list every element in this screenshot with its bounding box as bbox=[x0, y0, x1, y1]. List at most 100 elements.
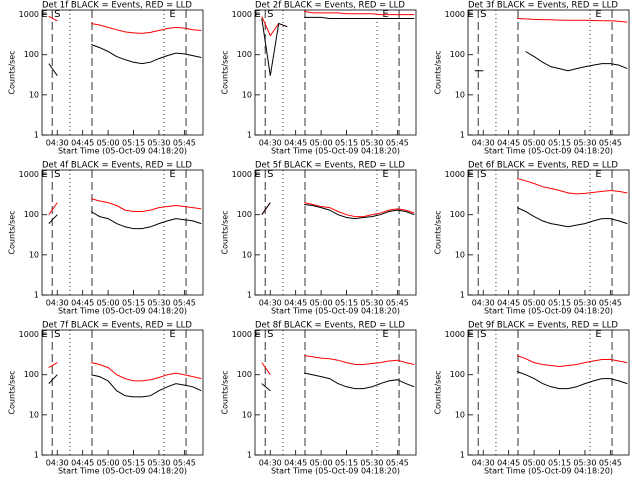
y-tick-label: 10 bbox=[29, 250, 39, 259]
series-line bbox=[261, 16, 415, 76]
annotation: E bbox=[382, 169, 388, 180]
y-tick-label: 1 bbox=[460, 451, 465, 460]
x-tick-label: 05:30 bbox=[573, 139, 596, 148]
chart-title: Det 1f BLACK = Events, RED = LLD bbox=[42, 1, 192, 11]
y-tick-label: 10 bbox=[29, 90, 39, 99]
plot-frame bbox=[254, 169, 417, 296]
x-tick-label: 05:45 bbox=[386, 299, 409, 308]
chart-title: Det 8f BLACK = Events, RED = LLD bbox=[255, 321, 405, 331]
series-line bbox=[516, 355, 628, 368]
x-tick-label: 05:30 bbox=[360, 299, 383, 308]
chart-title: Det 5f BLACK = Events, RED = LLD bbox=[255, 161, 405, 171]
annotation: S bbox=[267, 169, 273, 180]
x-tick-label: 05:00 bbox=[523, 299, 546, 308]
annotation: S bbox=[54, 9, 60, 20]
y-tick-label: 1000 bbox=[445, 170, 465, 179]
annotation: S bbox=[54, 329, 60, 340]
annotation: E bbox=[595, 9, 601, 20]
x-tick-label: 05:15 bbox=[335, 139, 358, 148]
y-tick-label: 10 bbox=[242, 250, 252, 259]
annotation: E bbox=[254, 9, 260, 20]
x-tick-label: 05:00 bbox=[310, 139, 333, 148]
x-tick-label: 05:45 bbox=[386, 139, 409, 148]
y-tick-label: 100 bbox=[24, 370, 39, 379]
annotation: S bbox=[480, 9, 486, 20]
plot-frame bbox=[254, 329, 417, 456]
annotation: S bbox=[480, 169, 486, 180]
y-tick-label: 100 bbox=[237, 210, 252, 219]
x-tick-label: 05:15 bbox=[548, 139, 571, 148]
y-tick-label: 10 bbox=[455, 250, 465, 259]
annotation: E bbox=[467, 169, 473, 180]
annotation: E bbox=[467, 9, 473, 20]
y-tick-label: 10 bbox=[242, 90, 252, 99]
y-tick-label: 10 bbox=[455, 90, 465, 99]
x-tick-label: 04:30 bbox=[472, 299, 495, 308]
x-tick-label: 05:00 bbox=[97, 459, 120, 468]
y-tick-label: 1000 bbox=[19, 170, 39, 179]
series-line bbox=[261, 202, 415, 220]
x-tick-label: 05:00 bbox=[97, 299, 120, 308]
x-tick-label: 04:30 bbox=[46, 299, 69, 308]
annotation: S bbox=[54, 169, 60, 180]
x-tick-label: 04:30 bbox=[259, 299, 282, 308]
y-axis-label: Counts/sec bbox=[8, 370, 17, 414]
x-tick-label: 05:00 bbox=[310, 299, 333, 308]
series-line bbox=[48, 362, 202, 382]
panel: Det 7f BLACK = Events, RED = LLD 1 10 100 10… bbox=[8, 321, 204, 476]
x-tick-label: 05:00 bbox=[97, 139, 120, 148]
x-tick-label: 05:15 bbox=[335, 459, 358, 468]
annotation: E bbox=[41, 329, 47, 340]
x-tick-label: 05:15 bbox=[122, 139, 145, 148]
y-tick-label: 1 bbox=[34, 131, 39, 140]
series-line bbox=[261, 372, 415, 392]
y-tick-label: 10 bbox=[242, 410, 252, 419]
plot-frame bbox=[41, 329, 204, 456]
x-tick-label: 05:15 bbox=[335, 299, 358, 308]
plot-frame bbox=[467, 329, 630, 456]
series-line bbox=[48, 198, 202, 215]
chart-title: Det 6f BLACK = Events, RED = LLD bbox=[468, 161, 618, 171]
y-tick-label: 1 bbox=[247, 131, 252, 140]
series-line bbox=[516, 178, 628, 195]
y-tick-label: 100 bbox=[24, 210, 39, 219]
annotation: S bbox=[267, 329, 273, 340]
x-tick-label: 04:30 bbox=[472, 139, 495, 148]
y-tick-label: 10 bbox=[455, 410, 465, 419]
x-axis-label: Start Time (05-Oct-09 04:18:20) bbox=[484, 147, 613, 156]
plot-frame bbox=[41, 9, 204, 136]
x-axis-label: Start Time (05-Oct-09 04:18:20) bbox=[58, 467, 187, 476]
series-line bbox=[517, 18, 628, 23]
annotation: E bbox=[254, 169, 260, 180]
plot-frame bbox=[254, 9, 417, 136]
annotation: E bbox=[41, 169, 47, 180]
y-axis-label: Counts/sec bbox=[434, 370, 443, 414]
y-tick-label: 1000 bbox=[19, 330, 39, 339]
chart-title: Det 3f BLACK = Events, RED = LLD bbox=[468, 1, 618, 11]
series-line bbox=[48, 15, 202, 34]
chart-title: Det 2f BLACK = Events, RED = LLD bbox=[255, 1, 405, 11]
y-tick-label: 1000 bbox=[232, 10, 252, 19]
x-axis-label: Start Time (05-Oct-09 04:18:20) bbox=[271, 467, 400, 476]
y-tick-label: 1 bbox=[247, 451, 252, 460]
y-tick-label: 1 bbox=[34, 291, 39, 300]
annotation: E bbox=[169, 9, 175, 20]
x-axis-label: Start Time (05-Oct-09 04:18:20) bbox=[484, 467, 613, 476]
chart-title: Det 4f BLACK = Events, RED = LLD bbox=[42, 161, 192, 171]
x-tick-label: 04:45 bbox=[497, 299, 520, 308]
y-axis-label: Counts/sec bbox=[221, 210, 230, 254]
x-tick-label: 05:30 bbox=[360, 139, 383, 148]
panel: Det 8f BLACK = Events, RED = LLD 1 10 100 10… bbox=[221, 321, 417, 476]
annotation: E bbox=[41, 9, 47, 20]
x-tick-label: 05:15 bbox=[548, 299, 571, 308]
y-tick-label: 1000 bbox=[232, 170, 252, 179]
series-line bbox=[516, 371, 628, 390]
x-tick-label: 04:30 bbox=[46, 139, 69, 148]
x-tick-label: 04:45 bbox=[284, 459, 307, 468]
x-tick-label: 05:30 bbox=[360, 459, 383, 468]
annotation: E bbox=[169, 169, 175, 180]
x-tick-label: 04:30 bbox=[472, 459, 495, 468]
x-tick-label: 05:30 bbox=[147, 139, 170, 148]
y-axis-label: Counts/sec bbox=[221, 370, 230, 414]
x-tick-label: 04:45 bbox=[284, 139, 307, 148]
